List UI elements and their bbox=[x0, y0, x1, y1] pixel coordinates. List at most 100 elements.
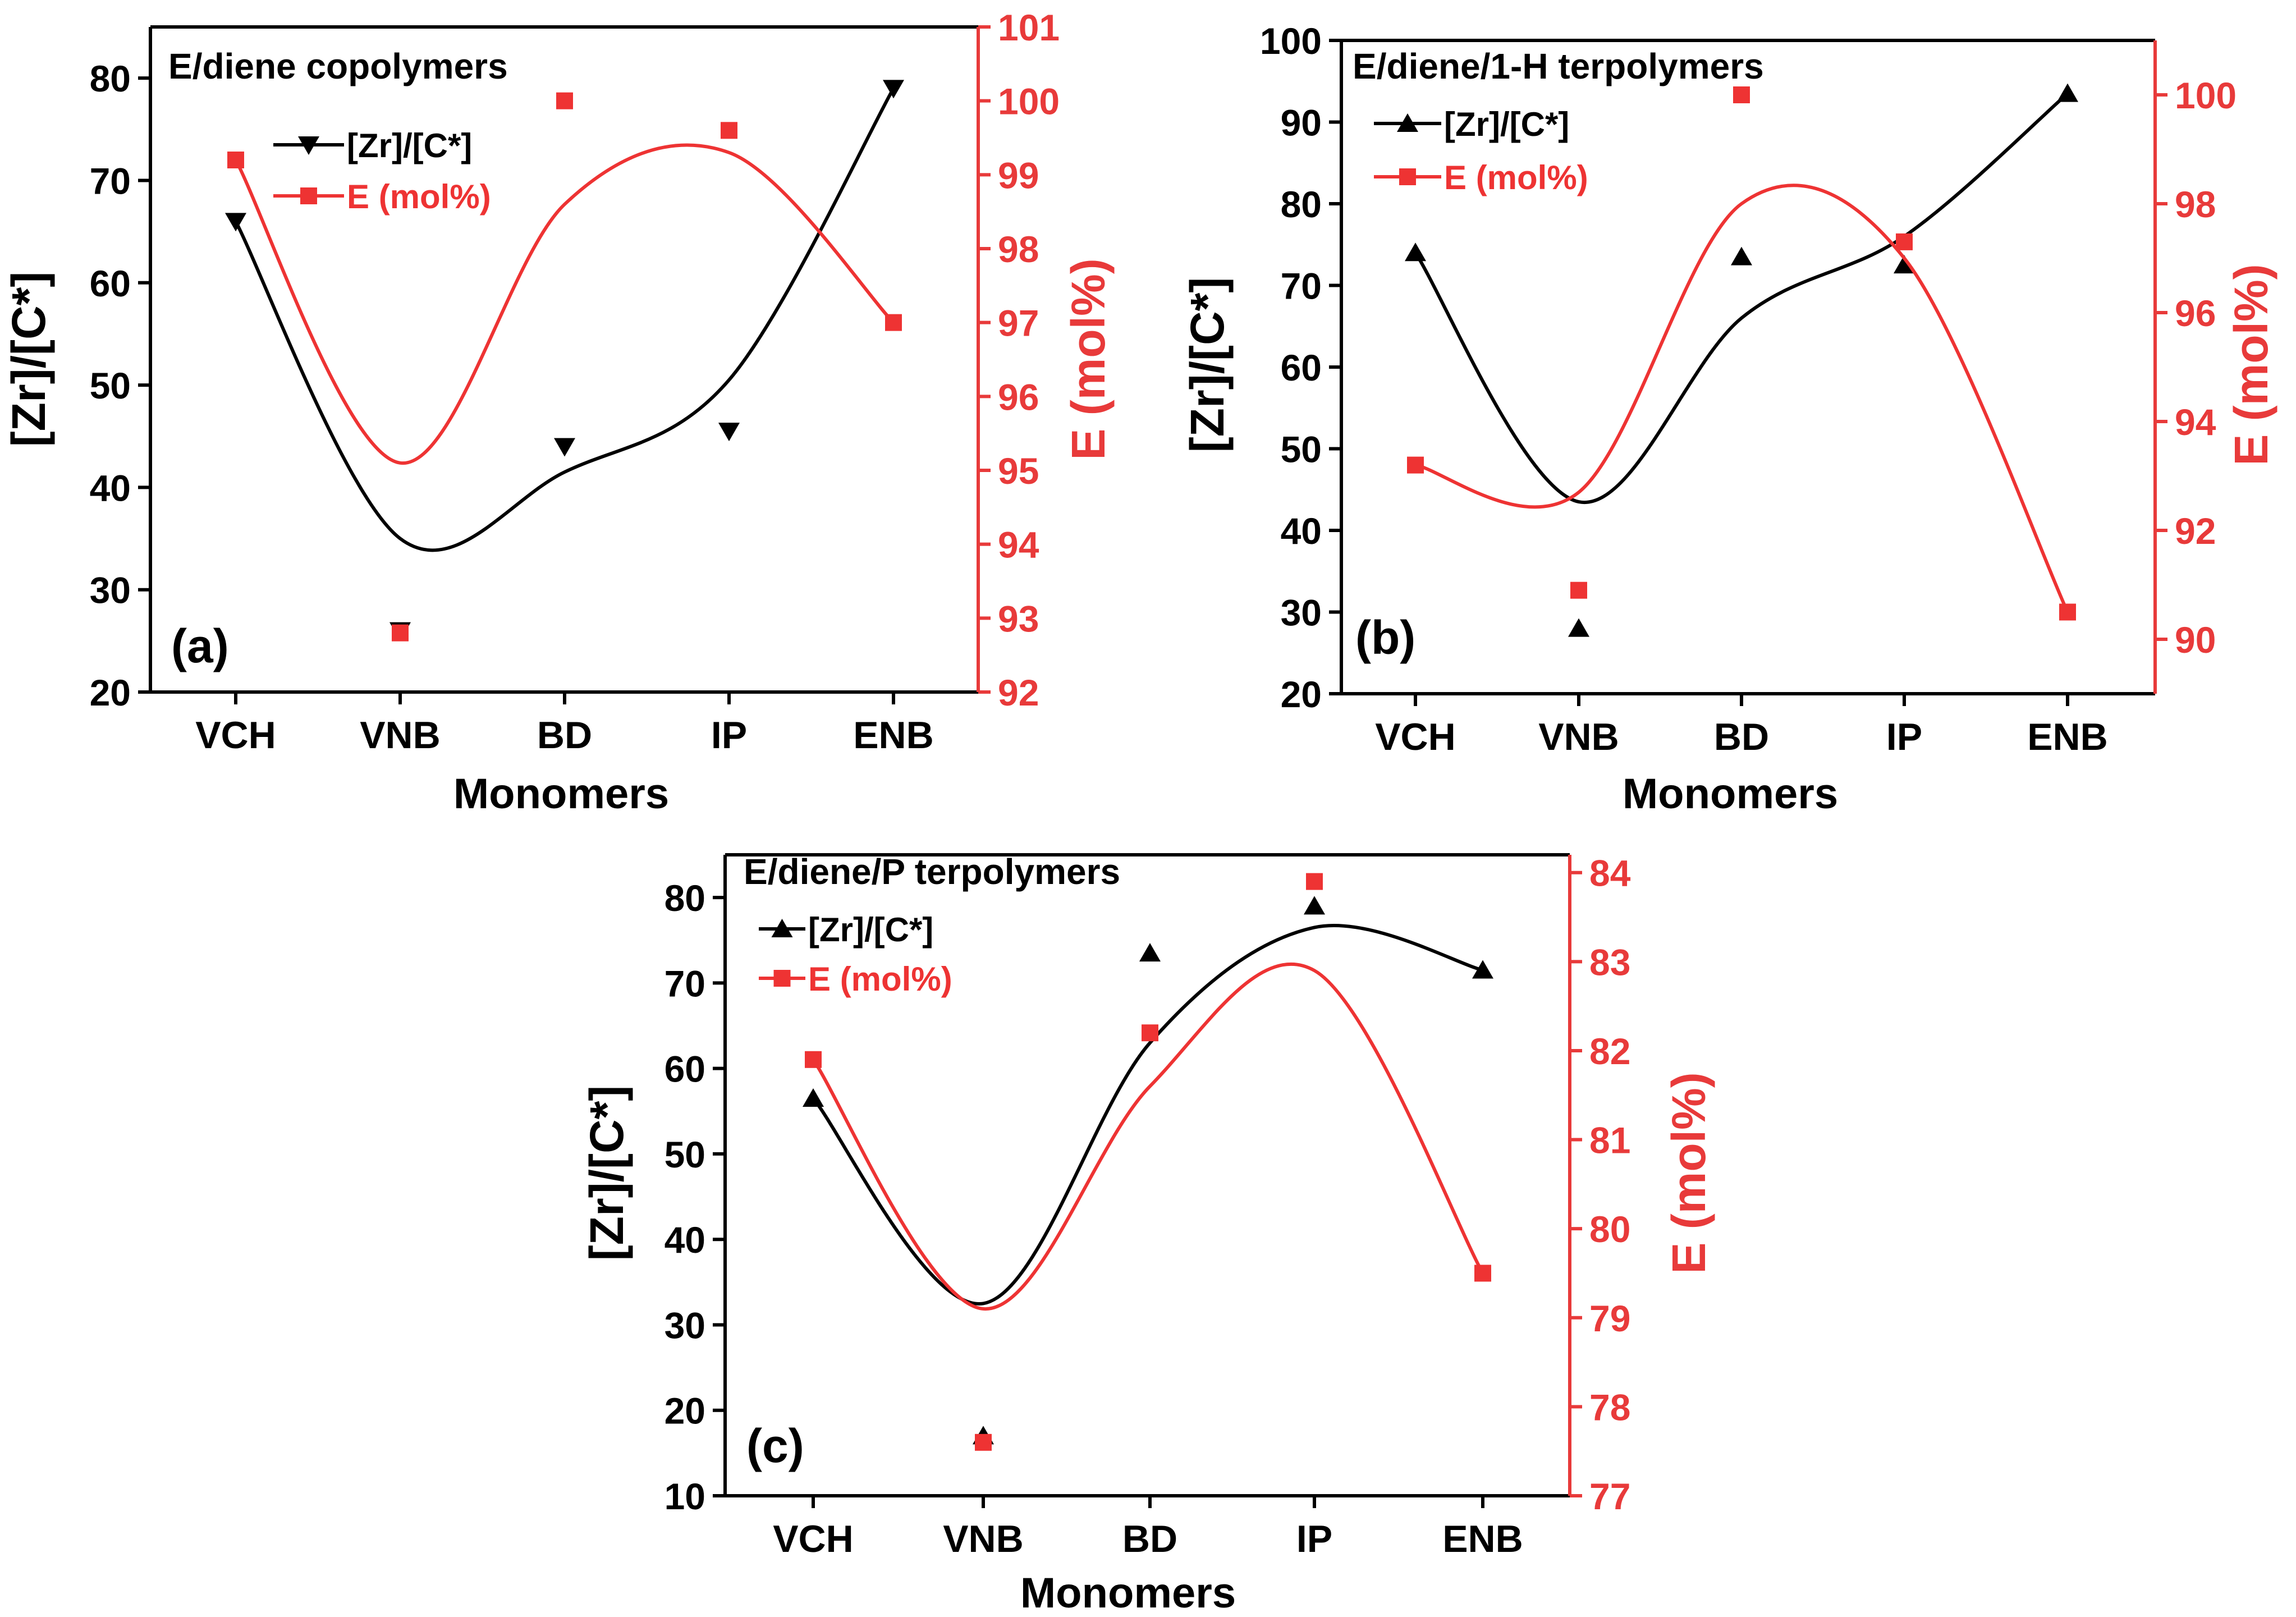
y-tick-label: 70 bbox=[664, 963, 705, 1004]
e-mol-point-bd bbox=[556, 92, 573, 109]
x-tick-label: BD bbox=[1714, 716, 1769, 758]
zr-c-point-vch bbox=[803, 1088, 824, 1107]
x-tick-label: IP bbox=[1296, 1518, 1332, 1560]
legend-label: [Zr]/[C*] bbox=[1444, 106, 1569, 143]
y2-tick-label: 84 bbox=[1589, 853, 1631, 894]
y2-tick-label: 100 bbox=[2175, 75, 2237, 116]
y-tick-label: 20 bbox=[664, 1390, 705, 1432]
y2-tick-label: 81 bbox=[1589, 1120, 1630, 1161]
fit-curve-zr-c bbox=[1414, 92, 2069, 505]
e-mol-point-ip bbox=[1896, 233, 1913, 250]
e-mol-point-vch bbox=[1407, 456, 1424, 474]
y-tick-label: 20 bbox=[90, 672, 131, 713]
y-axis-title: [Zr]/[C*] bbox=[1181, 277, 1234, 453]
x-axis-title: Monomers bbox=[1623, 770, 1838, 818]
y2-tick-label: 79 bbox=[1589, 1298, 1630, 1339]
y2-tick-label: 96 bbox=[998, 376, 1039, 418]
x-tick-label: VCH bbox=[773, 1518, 854, 1560]
y2-tick-label: 94 bbox=[998, 524, 1039, 566]
e-mol-point-vnb bbox=[975, 1433, 992, 1451]
legend-label: [Zr]/[C*] bbox=[347, 127, 472, 164]
y-tick-label: 80 bbox=[664, 877, 705, 919]
y2-tick-label: 83 bbox=[1589, 941, 1630, 983]
zr-c-point-enb bbox=[1472, 960, 1493, 979]
y-tick-label: 70 bbox=[90, 160, 131, 201]
y-tick-label: 60 bbox=[664, 1048, 705, 1090]
y-tick-label: 50 bbox=[1281, 429, 1322, 470]
zr-c-point-enb bbox=[883, 80, 904, 99]
panel-c: 10 20 30 40 50 60 70 80 77 78 79 80 81 82 83 84 VCH VNB BD… bbox=[580, 851, 1715, 1617]
panel-label: (c) bbox=[746, 1419, 804, 1472]
x-tick-label: VCH bbox=[195, 714, 276, 757]
x-tick-label: IP bbox=[1886, 716, 1922, 758]
legend-marker bbox=[300, 187, 317, 204]
e-mol-point-enb bbox=[2059, 603, 2076, 621]
e-mol-point-enb bbox=[885, 314, 902, 331]
zr-c-point-bd bbox=[554, 438, 575, 457]
e-mol-point-bd bbox=[1142, 1024, 1158, 1042]
panel-label: (a) bbox=[171, 620, 229, 672]
e-mol-point-vch bbox=[227, 152, 244, 168]
y2-tick-label: 101 bbox=[998, 7, 1060, 48]
fit-curve-e-mol bbox=[234, 143, 895, 465]
x-tick-label: ENB bbox=[853, 714, 934, 757]
e-mol-point-ip bbox=[721, 122, 737, 139]
y2-tick-label: 98 bbox=[998, 228, 1039, 270]
x-tick-label: VNB bbox=[1538, 716, 1619, 758]
y-tick-label: 70 bbox=[1281, 265, 1322, 307]
y2-tick-label: 98 bbox=[2175, 184, 2216, 225]
zr-c-point-bd bbox=[1731, 246, 1752, 265]
y2-tick-label: 100 bbox=[998, 81, 1060, 122]
zr-c-point-ip bbox=[1894, 255, 1915, 274]
legend-marker bbox=[773, 970, 791, 987]
y2-tick-label: 82 bbox=[1589, 1030, 1630, 1072]
fit-curve-e-mol bbox=[812, 962, 1484, 1311]
y-tick-label: 100 bbox=[1260, 20, 1322, 62]
x-axis-title: Monomers bbox=[1020, 1569, 1236, 1617]
y-tick-label: 10 bbox=[664, 1476, 705, 1517]
fit-curve-e-mol bbox=[1415, 184, 2069, 613]
y-tick-label: 20 bbox=[1281, 674, 1322, 715]
chart-title: E/diene/P terpolymers bbox=[744, 851, 1120, 892]
zr-c-point-vch bbox=[225, 213, 246, 232]
y-tick-label: 50 bbox=[90, 365, 131, 406]
legend-marker bbox=[1399, 168, 1416, 185]
x-tick-label: ENB bbox=[1442, 1518, 1523, 1560]
y-tick-label: 40 bbox=[90, 467, 131, 509]
e-mol-point-bd bbox=[1733, 86, 1750, 103]
y2-tick-label: 90 bbox=[2175, 619, 2216, 661]
zr-c-point-vch bbox=[1405, 242, 1426, 262]
y2-tick-label: 92 bbox=[2175, 510, 2216, 552]
x-tick-label: BD bbox=[537, 714, 592, 757]
y2-tick-label: 96 bbox=[2175, 292, 2216, 334]
fit-curve-zr-c bbox=[234, 87, 895, 552]
y2-tick-label: 92 bbox=[998, 672, 1039, 713]
zr-c-point-bd bbox=[1139, 943, 1161, 962]
y-tick-label: 60 bbox=[1281, 347, 1322, 388]
e-mol-point-vnb bbox=[1570, 581, 1587, 599]
legend-marker bbox=[298, 136, 319, 155]
e-mol-point-vnb bbox=[392, 624, 409, 642]
x-tick-label: VCH bbox=[1375, 716, 1456, 758]
legend-marker bbox=[1397, 113, 1418, 132]
zr-c-point-vnb bbox=[1568, 618, 1589, 637]
x-tick-label: VNB bbox=[943, 1518, 1024, 1560]
legend-label: E (mol%) bbox=[1444, 159, 1588, 196]
e-mol-point-ip bbox=[1306, 873, 1323, 890]
panel-label: (b) bbox=[1355, 611, 1415, 664]
y-tick-label: 80 bbox=[1281, 184, 1322, 225]
y-tick-label: 40 bbox=[1281, 510, 1322, 552]
y2-tick-label: 77 bbox=[1589, 1476, 1630, 1517]
x-tick-label: BD bbox=[1122, 1518, 1177, 1560]
chart-title: E/diene/1-H terpolymers bbox=[1353, 46, 1764, 86]
zr-c-point-ip bbox=[718, 423, 740, 442]
zr-c-point-ip bbox=[1304, 896, 1325, 915]
y2-axis-title: E (mol%) bbox=[2225, 264, 2277, 465]
y-tick-label: 60 bbox=[90, 263, 131, 304]
legend-label: E (mol%) bbox=[808, 960, 952, 998]
chart-title: E/diene copolymers bbox=[168, 46, 508, 86]
legend-label: E (mol%) bbox=[347, 178, 491, 216]
e-mol-point-vch bbox=[805, 1051, 822, 1068]
y2-tick-label: 97 bbox=[998, 303, 1039, 344]
